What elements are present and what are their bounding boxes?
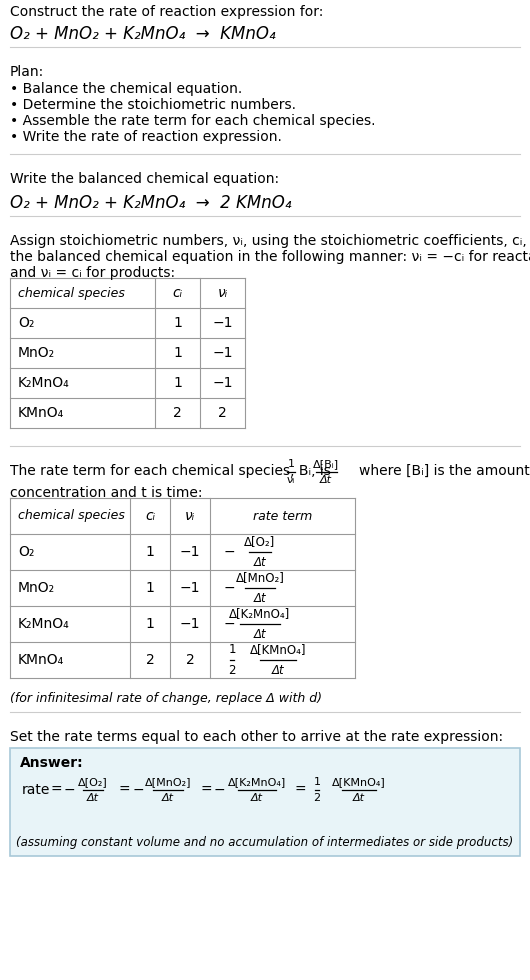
Text: Δ[Bᵢ]: Δ[Bᵢ] <box>313 459 339 469</box>
Text: Δ[K₂MnO₄]: Δ[K₂MnO₄] <box>228 777 286 787</box>
Text: Δ[MnO₂]: Δ[MnO₂] <box>235 571 285 584</box>
Text: 2: 2 <box>186 653 195 667</box>
Text: MnO₂: MnO₂ <box>18 346 55 360</box>
Text: −1: −1 <box>212 376 233 390</box>
Text: =: = <box>295 783 307 797</box>
Text: νᵢ: νᵢ <box>185 509 195 523</box>
Text: 2: 2 <box>218 406 227 420</box>
Text: • Write the rate of reaction expression.: • Write the rate of reaction expression. <box>10 130 282 144</box>
Text: Δt: Δt <box>254 592 266 605</box>
Text: Δt: Δt <box>251 793 263 803</box>
Text: Δ[O₂]: Δ[O₂] <box>78 777 108 787</box>
Text: MnO₂: MnO₂ <box>18 581 55 595</box>
Text: K₂MnO₄: K₂MnO₄ <box>18 617 70 631</box>
Text: 2: 2 <box>173 406 182 420</box>
Text: Δt: Δt <box>87 793 99 803</box>
Text: =: = <box>200 783 211 797</box>
Text: concentration and t is time:: concentration and t is time: <box>10 486 202 500</box>
Text: KMnO₄: KMnO₄ <box>18 406 64 420</box>
Text: (for infinitesimal rate of change, replace Δ with d): (for infinitesimal rate of change, repla… <box>10 692 322 705</box>
Text: 1: 1 <box>173 316 182 330</box>
Text: Δt: Δt <box>162 793 174 803</box>
Text: O₂: O₂ <box>18 545 34 559</box>
Text: Δt: Δt <box>353 793 365 803</box>
Text: the balanced chemical equation in the following manner: νᵢ = −cᵢ for reactants: the balanced chemical equation in the fo… <box>10 250 530 264</box>
Text: KMnO₄: KMnO₄ <box>18 653 64 667</box>
Text: Δt: Δt <box>254 628 266 641</box>
Text: O₂: O₂ <box>18 316 34 330</box>
Text: rate: rate <box>22 783 50 797</box>
Text: cᵢ: cᵢ <box>172 286 182 300</box>
Text: O₂ + MnO₂ + K₂MnO₄  →  KMnO₄: O₂ + MnO₂ + K₂MnO₄ → KMnO₄ <box>10 25 276 43</box>
Text: 1: 1 <box>146 617 154 631</box>
Text: K₂MnO₄: K₂MnO₄ <box>18 376 70 390</box>
Text: −: − <box>214 783 226 797</box>
Text: 1: 1 <box>173 376 182 390</box>
Text: −1: −1 <box>180 581 200 595</box>
Text: −1: −1 <box>180 545 200 559</box>
FancyBboxPatch shape <box>10 748 520 856</box>
Text: 1: 1 <box>288 459 295 469</box>
Text: Assign stoichiometric numbers, νᵢ, using the stoichiometric coefficients, cᵢ, fr: Assign stoichiometric numbers, νᵢ, using… <box>10 234 530 248</box>
Text: −: − <box>224 581 236 595</box>
Text: −: − <box>64 783 76 797</box>
Text: =: = <box>50 783 61 797</box>
Text: (assuming constant volume and no accumulation of intermediates or side products): (assuming constant volume and no accumul… <box>16 836 514 849</box>
Text: νᵢ: νᵢ <box>287 475 295 485</box>
Text: Δ[K₂MnO₄]: Δ[K₂MnO₄] <box>229 607 290 620</box>
Text: • Balance the chemical equation.: • Balance the chemical equation. <box>10 82 242 96</box>
Text: chemical species: chemical species <box>18 286 125 300</box>
Text: 2: 2 <box>228 664 236 677</box>
Text: 1: 1 <box>146 545 154 559</box>
Text: −: − <box>133 783 145 797</box>
Text: Answer:: Answer: <box>20 756 84 770</box>
Text: chemical species: chemical species <box>18 510 125 522</box>
Text: Δ[MnO₂]: Δ[MnO₂] <box>145 777 191 787</box>
Text: =: = <box>119 783 130 797</box>
Text: cᵢ: cᵢ <box>145 509 155 523</box>
Text: • Determine the stoichiometric numbers.: • Determine the stoichiometric numbers. <box>10 98 296 112</box>
Text: Set the rate terms equal to each other to arrive at the rate expression:: Set the rate terms equal to each other t… <box>10 730 503 744</box>
Text: 1: 1 <box>314 777 321 787</box>
Text: 1: 1 <box>228 643 236 656</box>
Text: 1: 1 <box>146 581 154 595</box>
Text: Δt: Δt <box>320 475 332 485</box>
Text: Construct the rate of reaction expression for:: Construct the rate of reaction expressio… <box>10 5 323 19</box>
Text: −1: −1 <box>212 316 233 330</box>
Text: −1: −1 <box>180 617 200 631</box>
Text: Plan:: Plan: <box>10 65 44 79</box>
Text: 1: 1 <box>173 346 182 360</box>
Text: 2: 2 <box>313 793 321 803</box>
Text: rate term: rate term <box>253 510 312 522</box>
Text: Δ[O₂]: Δ[O₂] <box>244 535 276 548</box>
Text: Δ[KMnO₄]: Δ[KMnO₄] <box>332 777 386 787</box>
Text: Δt: Δt <box>254 556 266 569</box>
Text: −: − <box>224 545 236 559</box>
Text: 2: 2 <box>146 653 154 667</box>
Text: Δ[KMnO₄]: Δ[KMnO₄] <box>250 643 306 656</box>
Text: and νᵢ = cᵢ for products:: and νᵢ = cᵢ for products: <box>10 266 175 280</box>
Text: where [Bᵢ] is the amount: where [Bᵢ] is the amount <box>359 464 530 478</box>
Text: −: − <box>224 617 236 631</box>
Text: Δt: Δt <box>272 664 284 677</box>
Text: • Assemble the rate term for each chemical species.: • Assemble the rate term for each chemic… <box>10 114 375 128</box>
Text: Write the balanced chemical equation:: Write the balanced chemical equation: <box>10 172 279 186</box>
Text: The rate term for each chemical species, Bᵢ, is: The rate term for each chemical species,… <box>10 464 335 478</box>
Text: O₂ + MnO₂ + K₂MnO₄  →  2 KMnO₄: O₂ + MnO₂ + K₂MnO₄ → 2 KMnO₄ <box>10 194 292 212</box>
Text: νᵢ: νᵢ <box>217 286 227 300</box>
Text: −1: −1 <box>212 346 233 360</box>
